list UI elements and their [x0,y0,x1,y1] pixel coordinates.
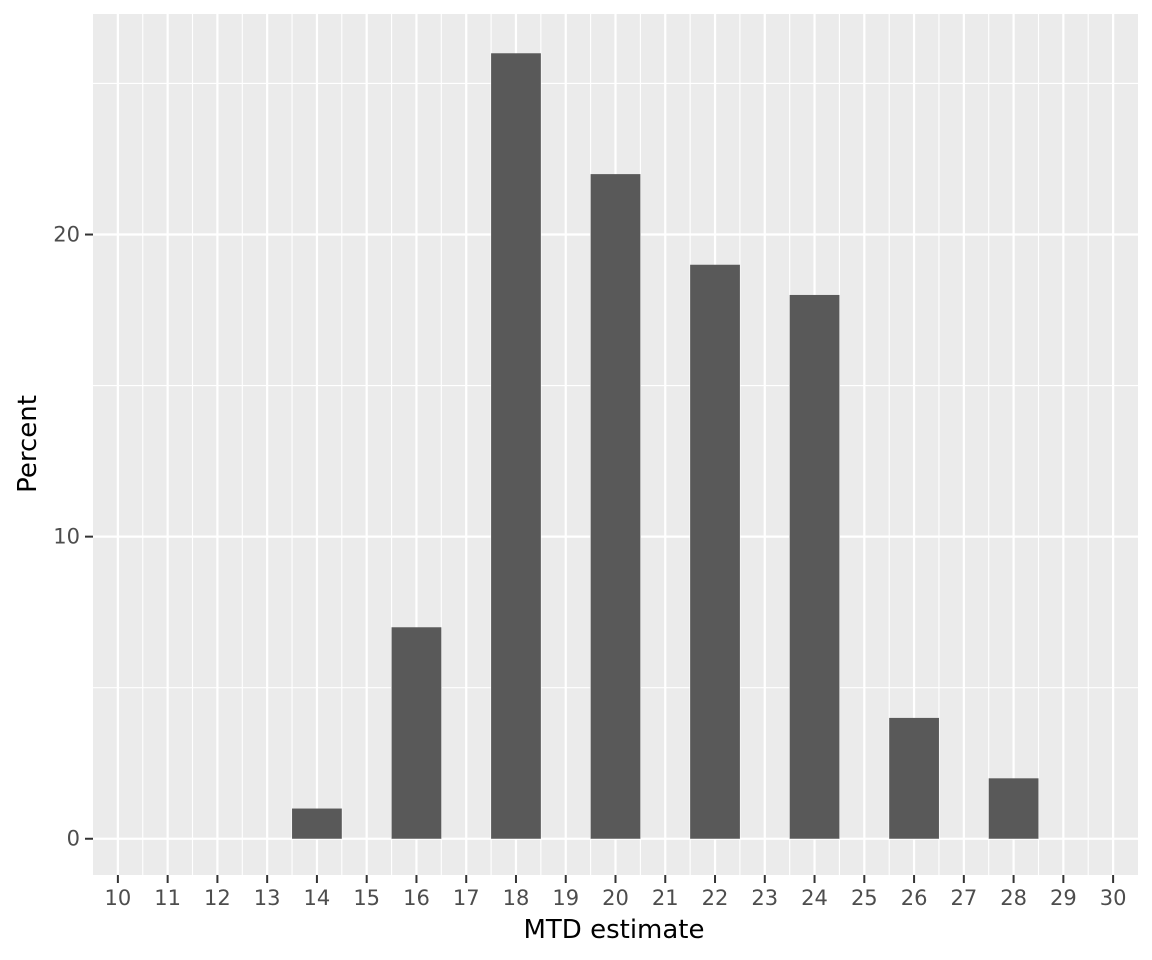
x-tick-label: 17 [453,886,480,910]
bar-20 [590,174,641,839]
y-tick-label: 0 [67,827,80,851]
bar-24 [789,294,840,839]
bar-26 [889,717,939,839]
x-tick-label: 25 [851,886,878,910]
x-tick-label: 18 [503,886,530,910]
x-tick-label: 27 [950,886,977,910]
bar-16 [391,627,442,839]
x-tick-label: 10 [105,886,132,910]
bar-22 [690,264,740,839]
x-tick-label: 15 [353,886,380,910]
y-tick-label: 10 [53,525,80,549]
y-axis-title: Percent [13,395,43,493]
x-tick-label: 14 [304,886,331,910]
x-tick-label: 13 [254,886,281,910]
x-tick-label: 20 [602,886,629,910]
x-axis-title: MTD estimate [523,915,704,945]
x-tick-label: 12 [204,886,231,910]
bar-28 [988,778,1039,839]
x-tick-label: 24 [801,886,828,910]
bar-14 [292,808,342,839]
x-tick-label: 26 [901,886,928,910]
y-tick-label: 20 [53,223,80,247]
x-tick-label: 23 [751,886,778,910]
x-tick-label: 30 [1100,886,1127,910]
x-tick-label: 11 [154,886,181,910]
bar-18 [491,53,541,839]
x-tick-label: 21 [652,886,679,910]
x-tick-label: 29 [1050,886,1077,910]
x-tick-label: 28 [1000,886,1027,910]
x-tick-label: 19 [552,886,579,910]
x-tick-label: 16 [403,886,430,910]
x-tick-label: 22 [702,886,729,910]
